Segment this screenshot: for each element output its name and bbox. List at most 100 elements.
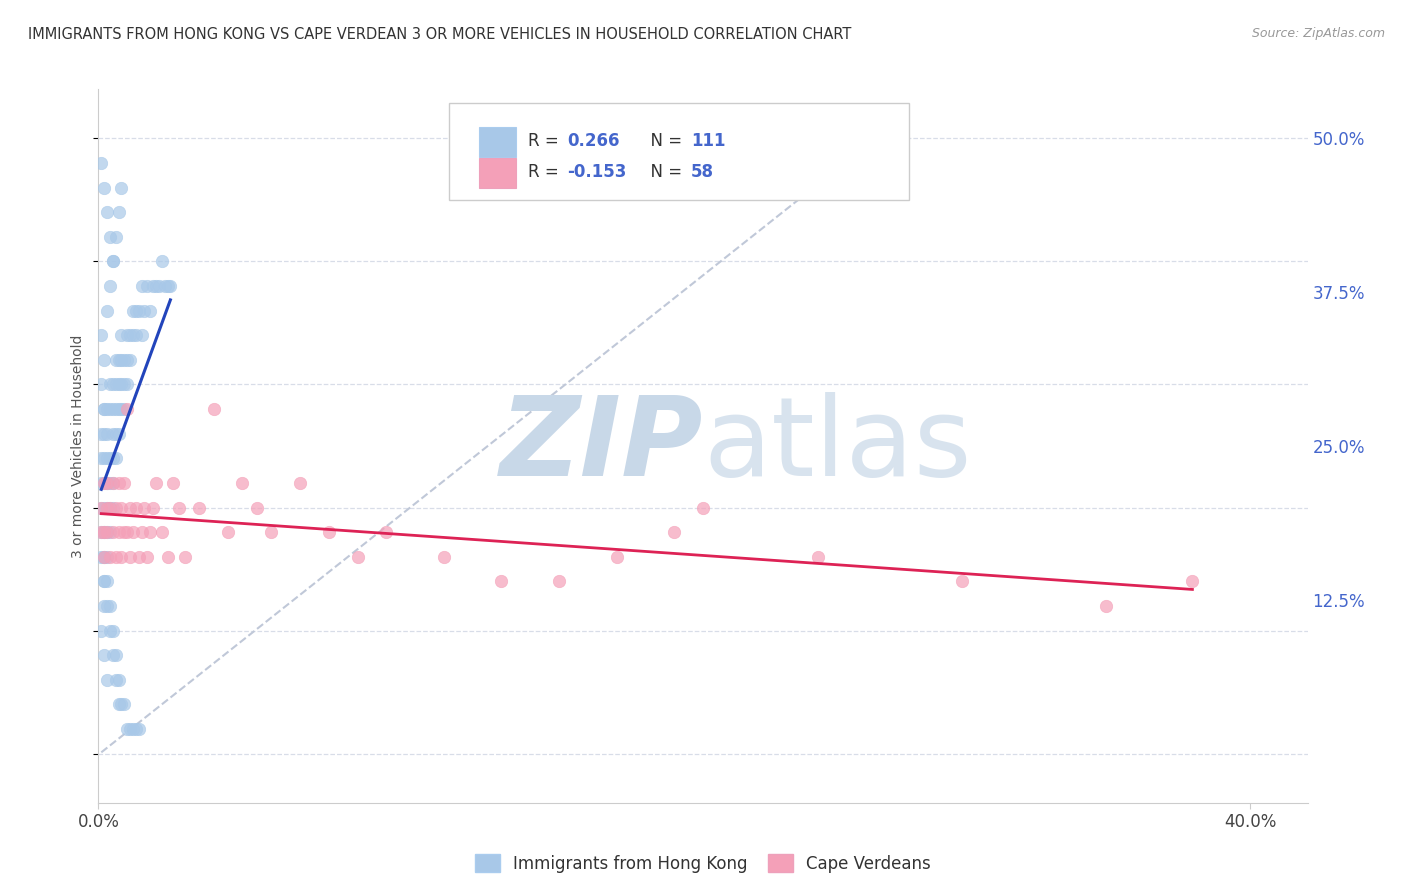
Legend: Immigrants from Hong Kong, Cape Verdeans: Immigrants from Hong Kong, Cape Verdeans [468, 847, 938, 880]
Point [110, 352, 132, 367]
Point [145, 475, 167, 490]
Point [112, 525, 135, 540]
Text: N =: N = [640, 163, 688, 181]
Point [98, 475, 121, 490]
Text: Source: ZipAtlas.com: Source: ZipAtlas.com [1251, 27, 1385, 40]
Point [148, 279, 170, 293]
Point [115, 352, 138, 367]
Point [98, 599, 121, 613]
FancyBboxPatch shape [479, 127, 516, 157]
Point [107, 426, 129, 441]
Point [93, 402, 115, 417]
Text: atlas: atlas [703, 392, 972, 500]
Point [90, 549, 112, 564]
Point [96, 426, 118, 441]
Point [98, 402, 121, 417]
Point [90, 525, 112, 540]
Point [162, 475, 184, 490]
Point [692, 500, 714, 515]
Point [96, 475, 118, 490]
Point [107, 352, 129, 367]
Point [90, 451, 112, 466]
Point [93, 180, 115, 194]
Point [96, 303, 118, 318]
Point [104, 426, 127, 441]
Point [110, 180, 132, 194]
Point [131, 279, 153, 293]
Point [101, 426, 124, 441]
Point [491, 574, 513, 589]
Point [98, 500, 121, 515]
FancyBboxPatch shape [449, 103, 908, 200]
Point [112, 352, 135, 367]
Text: 111: 111 [690, 132, 725, 150]
Point [112, 377, 135, 392]
Point [120, 500, 142, 515]
Point [115, 525, 138, 540]
Point [101, 254, 124, 268]
Point [104, 377, 127, 392]
Point [142, 279, 165, 293]
Y-axis label: 3 or more Vehicles in Household: 3 or more Vehicles in Household [72, 334, 86, 558]
Point [96, 500, 118, 515]
Point [90, 500, 112, 515]
Point [93, 574, 115, 589]
Point [433, 549, 456, 564]
Point [96, 599, 118, 613]
Point [98, 451, 121, 466]
Point [115, 722, 138, 736]
Text: 58: 58 [690, 163, 714, 181]
Point [107, 377, 129, 392]
Point [318, 525, 340, 540]
Point [107, 525, 129, 540]
Point [93, 549, 115, 564]
Point [128, 549, 150, 564]
Point [664, 525, 686, 540]
Point [96, 451, 118, 466]
Point [104, 352, 127, 367]
Point [110, 402, 132, 417]
Point [156, 549, 179, 564]
Point [96, 549, 118, 564]
Point [202, 402, 225, 417]
Point [246, 500, 269, 515]
Point [120, 549, 142, 564]
Point [150, 254, 173, 268]
FancyBboxPatch shape [479, 158, 516, 187]
Point [110, 377, 132, 392]
Point [104, 673, 127, 687]
Point [104, 230, 127, 244]
Point [107, 475, 129, 490]
Point [159, 279, 181, 293]
Point [93, 500, 115, 515]
Point [96, 475, 118, 490]
Point [107, 402, 129, 417]
Point [167, 500, 190, 515]
Point [93, 525, 115, 540]
Point [104, 549, 127, 564]
Point [98, 525, 121, 540]
Point [188, 500, 211, 515]
Point [96, 673, 118, 687]
Point [90, 377, 112, 392]
Point [156, 279, 179, 293]
Point [96, 525, 118, 540]
Point [90, 500, 112, 515]
Point [107, 698, 129, 712]
Point [134, 500, 156, 515]
Point [93, 549, 115, 564]
Point [101, 475, 124, 490]
Point [101, 377, 124, 392]
Point [288, 475, 311, 490]
Point [98, 279, 121, 293]
Point [98, 500, 121, 515]
Point [93, 574, 115, 589]
Point [93, 426, 115, 441]
Point [217, 525, 239, 540]
Point [90, 328, 112, 343]
Point [107, 673, 129, 687]
Point [93, 648, 115, 662]
Point [142, 500, 165, 515]
Point [139, 525, 162, 540]
Point [90, 156, 112, 170]
